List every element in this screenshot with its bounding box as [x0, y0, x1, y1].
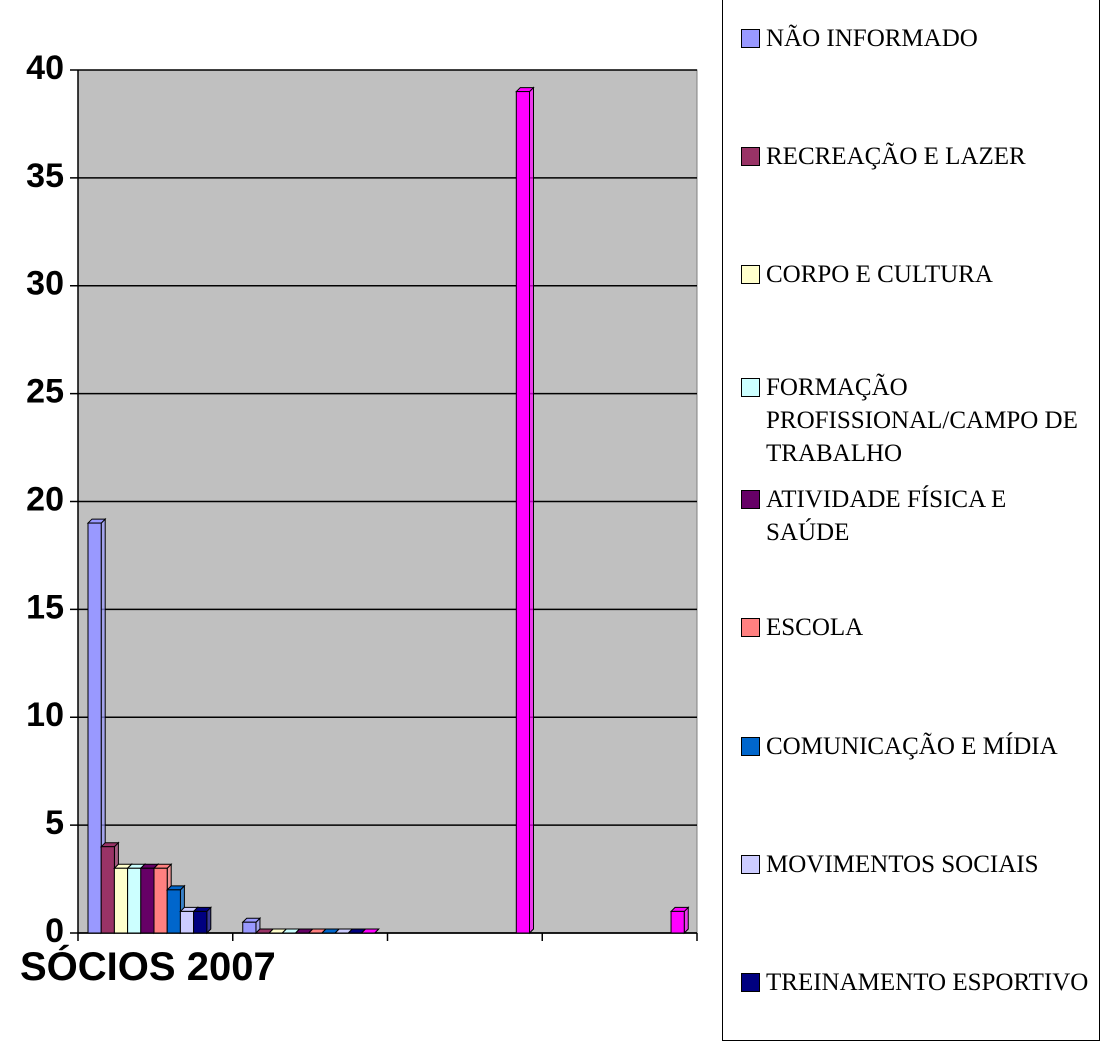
- chart: 0 5 10 15 20 25 30 35 40 SÓCIOS 2007: [20, 49, 698, 989]
- legend-entry: TREINAMENTO ESPORTIVO: [741, 966, 1091, 999]
- y-tick-label: 40: [26, 49, 64, 87]
- y-tick-label: 5: [45, 804, 64, 842]
- legend-entry: FORMAÇÃO PROFISSIONAL/CAMPO DE TRABALHO: [741, 371, 1091, 470]
- legend-label: ESCOLA: [766, 614, 864, 641]
- legend-label: TREINAMENTO ESPORTIVO: [766, 969, 1089, 996]
- bar: [166, 889, 181, 934]
- legend: NÃO INFORMADO RECREAÇÃO E LAZER CORPO E CU…: [722, 0, 1100, 1041]
- legend-entry: NÃO INFORMADO: [741, 22, 1091, 55]
- y-tick-label: 35: [26, 157, 64, 195]
- legend-label: RECREAÇÃO E LAZER: [766, 143, 1026, 170]
- bar-side: [529, 86, 534, 935]
- legend-swatch: [741, 147, 760, 166]
- legend-swatch: [741, 855, 760, 874]
- legend-swatch: [741, 490, 760, 509]
- legend-label: COMUNICAÇÃO E MÍDIA: [766, 733, 1058, 760]
- legend-label: MOVIMENTOS SOCIAIS: [766, 851, 1039, 878]
- bar: [127, 867, 142, 934]
- legend-label: FORMAÇÃO PROFISSIONAL/CAMPO DE TRABALHO: [766, 374, 1078, 467]
- y-tick-label: 30: [26, 265, 64, 303]
- legend-label: NÃO INFORMADO: [766, 25, 978, 52]
- bar: [87, 522, 102, 934]
- bar: [153, 867, 168, 934]
- y-tick-label: 25: [26, 373, 64, 411]
- legend-entry: MOVIMENTOS SOCIAIS: [741, 848, 1091, 881]
- bar: [179, 910, 195, 934]
- y-tick-label: 20: [26, 480, 64, 518]
- y-tick-label: 15: [26, 588, 64, 626]
- legend-entry: CORPO E CULTURA: [741, 258, 1091, 291]
- bar-top: [360, 928, 380, 934]
- legend-entry: ATIVIDADE FÍSICA E SAÚDE: [741, 483, 1091, 549]
- y-tick-label: 10: [26, 696, 64, 734]
- legend-swatch: [741, 973, 760, 992]
- bar: [193, 910, 208, 934]
- x-tick-label: SÓCIOS 2007: [20, 943, 276, 989]
- legend-label: ATIVIDADE FÍSICA E SAÚDE: [766, 486, 1007, 546]
- legend-swatch: [741, 618, 760, 637]
- bar: [670, 910, 685, 934]
- legend-label: CORPO E CULTURA: [766, 261, 993, 288]
- legend-entry: ESCOLA: [741, 611, 1091, 644]
- bar: [100, 846, 115, 934]
- legend-swatch: [741, 378, 760, 397]
- bar: [242, 921, 257, 934]
- legend-swatch: [741, 737, 760, 756]
- legend-swatch: [741, 265, 760, 284]
- legend-swatch: [741, 29, 760, 48]
- y-tick-label: 0: [45, 912, 64, 950]
- legend-entry: COMUNICAÇÃO E MÍDIA: [741, 730, 1091, 763]
- legend-entry: RECREAÇÃO E LAZER: [741, 140, 1091, 173]
- bar: [515, 91, 530, 934]
- bar: [140, 867, 155, 934]
- bar: [113, 867, 129, 934]
